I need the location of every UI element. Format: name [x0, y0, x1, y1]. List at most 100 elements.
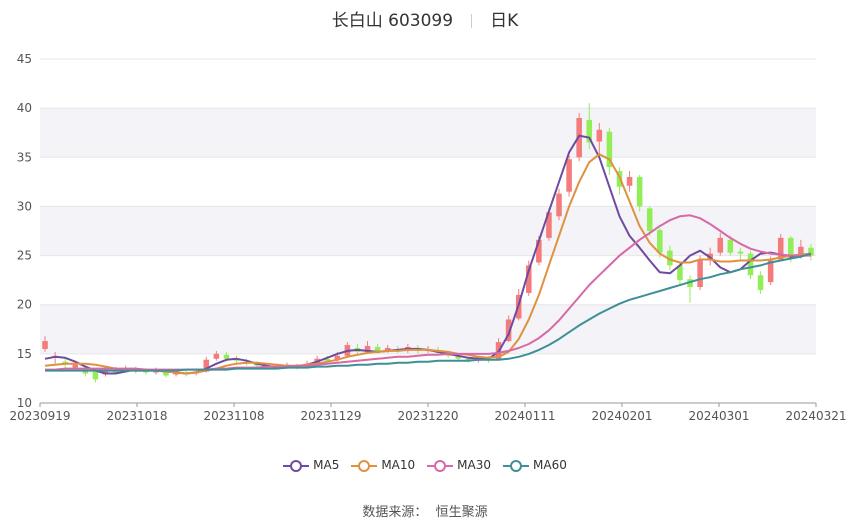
candle-body — [42, 341, 48, 349]
y-tick-label: 25 — [17, 249, 32, 263]
candle-body — [203, 359, 210, 372]
candle-body — [536, 239, 542, 263]
candle — [757, 271, 764, 294]
candle — [526, 260, 532, 296]
candle — [646, 206, 653, 236]
y-tick-label: 40 — [17, 101, 32, 115]
y-tick-label: 15 — [17, 347, 32, 361]
candle — [606, 127, 613, 175]
candle-body — [213, 353, 220, 359]
candle — [737, 247, 744, 260]
legend-item-ma10[interactable]: MA10 — [351, 458, 415, 473]
candle-body — [767, 260, 774, 283]
chart-title-bar: 长白山 603099 日K — [0, 6, 850, 31]
candle — [747, 250, 754, 280]
candle-body — [505, 319, 512, 342]
candle — [667, 245, 673, 271]
candle-body — [636, 176, 643, 207]
candle — [213, 350, 220, 361]
candle — [566, 155, 572, 197]
candle-body — [374, 346, 381, 351]
candle-body — [808, 247, 814, 256]
x-tick-label: 20231129 — [300, 409, 361, 423]
candle-body — [757, 275, 764, 290]
series-line-ma10 — [44, 153, 812, 375]
candle — [636, 174, 643, 212]
y-axis: 10 15 20 25 30 35 40 45 — [17, 52, 32, 410]
candle — [727, 235, 734, 256]
candle-body — [697, 260, 703, 288]
chart-title: 长白山 603099 — [331, 11, 454, 31]
candle — [697, 255, 703, 290]
series-line-ma60 — [45, 252, 812, 372]
legend-item-ma60[interactable]: MA60 — [503, 458, 567, 473]
legend-item-ma5[interactable]: MA5 — [283, 458, 339, 473]
x-tick-label: 20240301 — [688, 409, 749, 423]
candle — [556, 188, 562, 221]
candle-body — [526, 265, 532, 293]
candle-body — [727, 239, 734, 253]
candle-body — [677, 265, 683, 281]
candle-body — [72, 364, 79, 368]
y-tick-label: 20 — [17, 298, 32, 312]
candle-body — [364, 345, 371, 352]
candle — [586, 103, 593, 150]
candle — [505, 315, 512, 343]
candle-body — [646, 208, 653, 231]
ma-lines — [44, 134, 812, 375]
y-tick-label: 10 — [17, 396, 32, 410]
candle-body — [657, 230, 663, 253]
candle-body — [163, 371, 169, 376]
candle-body — [586, 119, 593, 143]
data-source-label: 数据来源： — [362, 505, 428, 520]
plot-band — [40, 206, 816, 256]
candle — [42, 336, 48, 352]
legend-marker-icon — [351, 459, 378, 472]
candle-body — [556, 193, 562, 217]
candlestick-chart: 10 15 20 25 30 35 40 45 20230919 20231018 2023110… — [9, 52, 846, 423]
candle-body — [667, 250, 673, 266]
candle-body — [606, 131, 613, 168]
candle-body — [717, 237, 724, 253]
candle — [596, 122, 603, 158]
x-tick-label: 20240321 — [785, 409, 846, 423]
candle-body — [173, 372, 179, 375]
y-tick-label: 35 — [17, 150, 32, 164]
candle — [626, 171, 633, 192]
candle-body — [92, 371, 99, 380]
candle-body — [626, 176, 633, 186]
legend-label: MA60 — [533, 458, 567, 473]
candle-body — [334, 355, 341, 360]
candle-body — [798, 246, 804, 257]
plot-band — [40, 304, 816, 354]
candle — [767, 256, 774, 286]
legend-marker-icon — [427, 459, 454, 472]
candle-body — [546, 212, 552, 238]
legend-item-ma30[interactable]: MA30 — [427, 458, 491, 473]
legend: MA5 MA10 MA30 MA60 — [0, 458, 850, 473]
candle-body — [737, 251, 744, 254]
x-tick-label: 20231220 — [397, 409, 458, 423]
x-tick-label: 20230919 — [9, 409, 70, 423]
candle-body — [566, 159, 572, 192]
candle-body — [455, 355, 462, 359]
title-separator — [471, 14, 473, 28]
legend-label: MA30 — [457, 458, 492, 473]
legend-label: MA10 — [381, 458, 416, 473]
data-source: 数据来源： 恒生聚源 — [0, 501, 850, 520]
legend-marker-icon — [283, 459, 310, 472]
candle-body — [788, 237, 794, 258]
candle-body — [384, 347, 391, 351]
candle — [687, 275, 693, 303]
candle-body — [777, 237, 784, 260]
grid-lines — [40, 58, 816, 404]
x-tick-label: 20231108 — [203, 409, 264, 423]
candle-body — [596, 129, 603, 142]
candle-body — [324, 358, 330, 361]
x-tick-label: 20231018 — [106, 409, 167, 423]
x-tick-label: 20240201 — [591, 409, 652, 423]
plot-band — [40, 108, 816, 158]
data-source-value: 恒生聚源 — [435, 505, 488, 520]
candle-body — [747, 253, 754, 276]
legend-label: MA5 — [313, 458, 340, 473]
